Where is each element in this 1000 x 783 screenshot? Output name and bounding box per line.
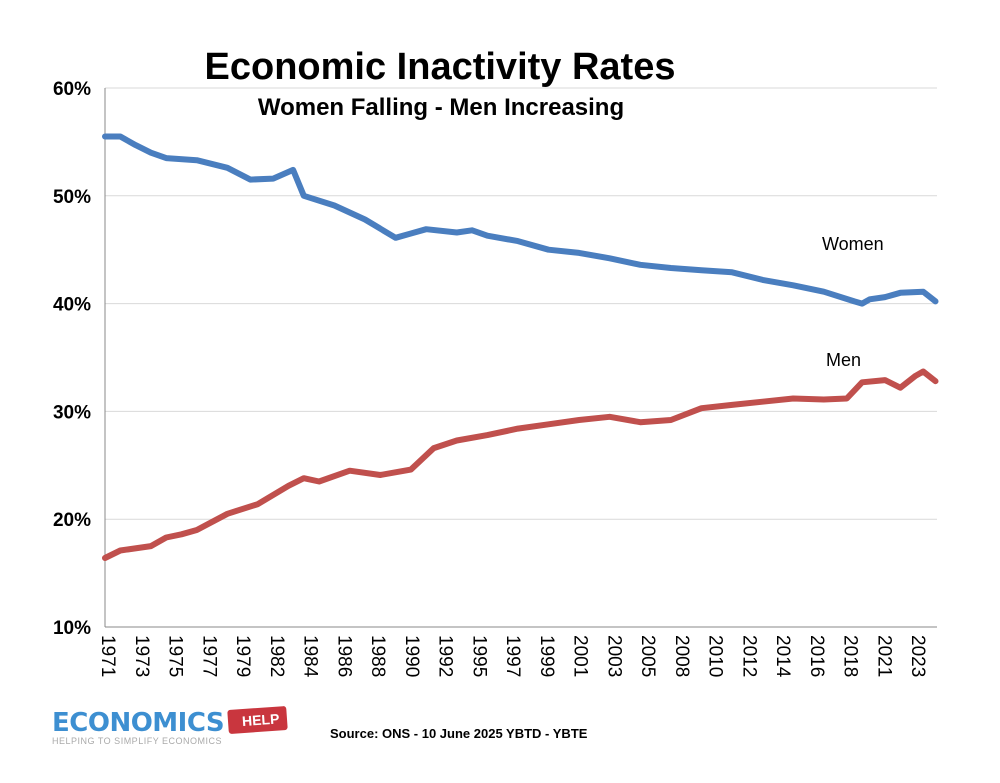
x-tick-label: 1977 <box>198 635 219 677</box>
source-note: Source: ONS - 10 June 2025 YBTD - YBTE <box>330 726 588 741</box>
x-tick-label: 2016 <box>806 635 827 677</box>
y-tick-label: 60% <box>53 79 91 100</box>
x-tick-label: 2003 <box>603 635 624 677</box>
series-label-men: Men <box>826 350 861 370</box>
y-tick-label: 20% <box>53 510 91 531</box>
x-tick-label: 1995 <box>468 635 489 677</box>
logo-tag: HELP <box>227 705 289 735</box>
economics-help-logo: ECONOMICS HELP HELPING TO SIMPLIFY ECONOM… <box>52 705 289 746</box>
chart-title: Economic Inactivity Rates <box>204 46 676 88</box>
x-tick-label: 2014 <box>772 635 793 678</box>
series-line-men <box>102 368 939 561</box>
x-tick-label: 1990 <box>401 635 422 677</box>
y-tick-label: 10% <box>53 618 91 639</box>
x-tick-label: 1986 <box>333 635 354 677</box>
x-tick-label: 2005 <box>637 635 658 677</box>
x-tick-label: 1971 <box>97 635 118 677</box>
y-tick-label: 30% <box>53 402 91 423</box>
x-tick-label: 2008 <box>671 635 692 677</box>
x-tick-label: 2001 <box>570 635 591 677</box>
logo-main-text: ECONOMICS <box>52 708 225 738</box>
x-tick-label: 1999 <box>536 635 557 677</box>
x-tick-label: 1997 <box>502 635 523 677</box>
logo-tagline: HELPING TO SIMPLIFY ECONOMICS <box>52 736 223 746</box>
x-tick-label: 1975 <box>165 635 186 677</box>
series-line-women <box>102 133 939 307</box>
x-tick-label: 1988 <box>367 635 388 677</box>
x-tick-label: 2012 <box>738 635 759 677</box>
y-tick-label: 50% <box>53 187 91 208</box>
x-tick-label: 1979 <box>232 635 253 677</box>
x-tick-label: 2018 <box>840 635 861 677</box>
x-tick-label: 1982 <box>266 635 287 677</box>
x-tick-label: 2010 <box>705 635 726 677</box>
x-tick-label: 1992 <box>435 635 456 677</box>
x-tick-label: 2023 <box>907 635 928 677</box>
x-tick-label: 2021 <box>873 635 894 677</box>
chart-subtitle: Women Falling - Men Increasing <box>257 94 625 121</box>
series-label-women: Women <box>822 234 884 254</box>
y-tick-label: 40% <box>53 295 91 316</box>
x-tick-label: 1984 <box>300 635 321 678</box>
x-tick-label: 1973 <box>131 635 152 677</box>
